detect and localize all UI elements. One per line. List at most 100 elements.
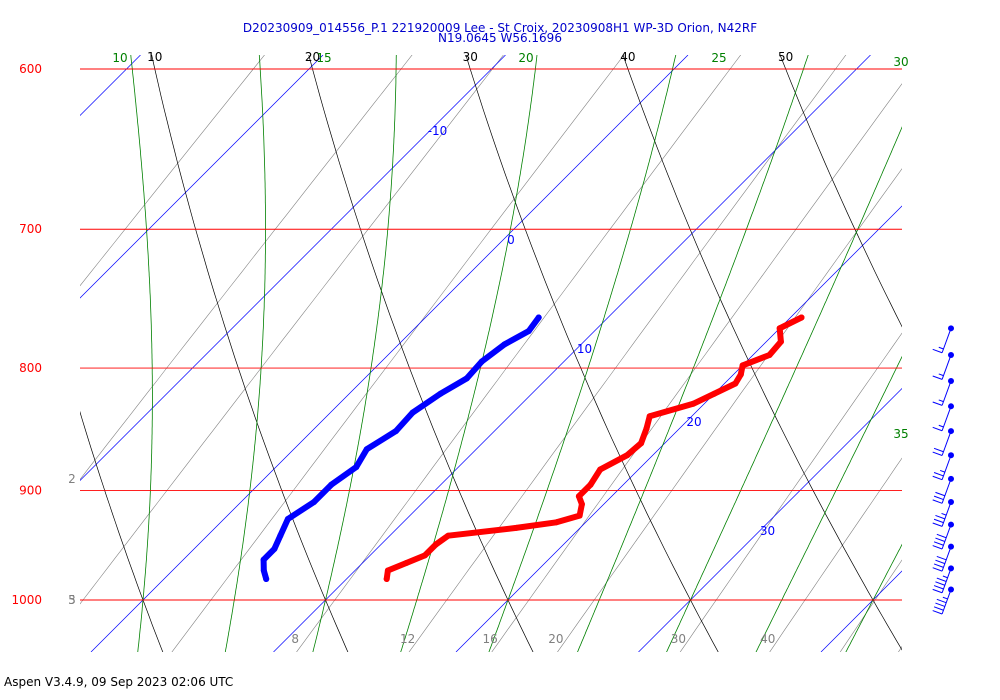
wind-barb-5 [932,452,954,481]
dry-adiabat-40 [622,55,902,651]
temperature-point-8 [690,400,697,407]
moist-adiabat-label-20: 20 [518,51,533,65]
temperature-point-11 [638,440,645,447]
isobar-lines [80,68,902,601]
mixing-ratio-3 [80,55,504,605]
moist-adiabat-25 [577,55,809,652]
isotherm-label-30: 30 [760,524,775,538]
moist-adiabat-30 [666,126,902,652]
temperature-point-19 [513,524,520,531]
moist-adiabat-label-30: 30 [893,55,908,69]
wind-barb-0 [932,325,954,354]
isotherm-label-0: 0 [507,233,515,247]
temperature-point-0 [798,314,805,321]
isotherm-label-10: 10 [577,342,592,356]
dewpoint-trace [260,314,542,582]
temperature-point-22 [421,552,428,559]
dry-adiabat-label-50: 50 [778,50,793,64]
dewpoint-point-1 [525,328,532,334]
axis-labels: 600 700 800 900 1000 -10 0 10 20 30 10 20 30 40 50 10 15… [11,50,908,646]
dewpoint-point-11 [311,499,317,505]
mixing-ratio-8 [296,55,742,652]
temperature-point-5 [737,371,744,378]
moist-adiabat-0 [130,55,153,652]
dewpoint-point-6 [409,409,416,416]
dewpoint-point-15 [260,556,267,563]
mixing-ratio-lines [80,55,902,652]
wind-barb-3 [932,403,954,432]
wind-barb-6 [932,475,954,504]
dry-adiabat-10 [151,55,349,652]
mixing-ratio-40 [769,457,902,652]
isotherm--20 [80,55,324,299]
dewpoint-point-2 [501,341,508,348]
isobar-label-800: 800 [19,361,42,375]
isobar-label-700: 700 [19,222,42,236]
moist-adiabat-15 [400,55,538,652]
dry-adiabat-50 [779,55,902,328]
dewpoint-point-4 [463,375,470,382]
dry-adiabat-lines [80,0,1000,680]
dry-adiabat-30 [465,55,719,652]
temperature-trace [383,314,805,582]
temperature-point-24 [384,567,391,574]
isotherm-10 [273,55,871,652]
isobar-label-600: 600 [19,62,42,76]
mixing-ratio-1 [80,55,265,287]
wind-barb-11 [932,586,954,615]
moist-adiabat-label-10: 10 [112,51,127,65]
moist-adiabat-label-25: 25 [711,51,726,65]
temperature-point-12 [624,452,631,459]
wind-barb-2 [932,377,954,406]
chart-title-line1: D20230909_014556_P.1 221920009 Lee - St … [242,21,758,35]
isotherm-20 [455,205,902,652]
wind-barbs [932,325,954,615]
isotherm--10 [80,55,506,481]
temperature-point-13 [597,466,604,473]
temperature-point-17 [576,512,583,519]
dry-adiabat-20 [308,55,534,652]
mixing-ratio-label-12: 12 [400,632,415,646]
mixing-ratio-label-20: 20 [548,632,563,646]
temperature-point-23 [403,560,410,566]
dewpoint-point-17 [263,576,270,582]
isobar-label-1000: 1000 [11,593,42,607]
mixing-ratio-label-40: 40 [760,632,775,646]
dry-adiabat-label-10: 10 [147,50,162,64]
wind-barb-10 [932,565,954,594]
moist-adiabat-5 [224,55,266,652]
temperature-point-16 [578,501,585,508]
mixing-ratio-label-3: 3 [68,593,76,607]
temperature-point-14 [587,481,594,488]
mixing-ratio-label-16: 16 [483,632,498,646]
moist-adiabat--5 [6,0,53,680]
mixing-ratio-label-2: 2 [68,472,76,486]
temperature-point-2 [777,338,784,345]
mixing-ratio-label-30: 30 [671,632,686,646]
mixing-ratio-12 [408,55,847,652]
dry-adiabat-label-40: 40 [620,50,635,64]
chart-title-line2: N19.0645 W56.1696 [438,31,562,45]
mixing-ratio-16 [491,83,902,652]
temperature-point-7 [711,390,718,397]
mixing-ratio-30 [679,332,902,652]
mixing-ratio-label-5: 5 [68,593,76,607]
sounding-traces [260,314,805,582]
dry-adiabat-60 [913,0,1000,680]
temperature-point-15 [575,493,582,500]
temperature-point-1 [776,325,783,332]
temperature-point-18 [553,519,560,526]
moist-adiabat-lines [6,0,902,680]
isotherm-0 [90,55,689,652]
dewpoint-point-13 [277,532,284,539]
moist-adiabat-35 [755,355,902,652]
temperature-point-3 [766,352,773,358]
dewpoint-point-9 [353,464,360,471]
mixing-ratio-20 [557,168,902,652]
moist-adiabat-label-15: 15 [316,51,331,65]
isotherm-40 [820,570,902,652]
mixing-ratio-50 [839,559,902,652]
isotherm--30 [80,55,141,116]
isobar-label-900: 900 [19,483,42,497]
temperature-point-4 [739,362,746,369]
